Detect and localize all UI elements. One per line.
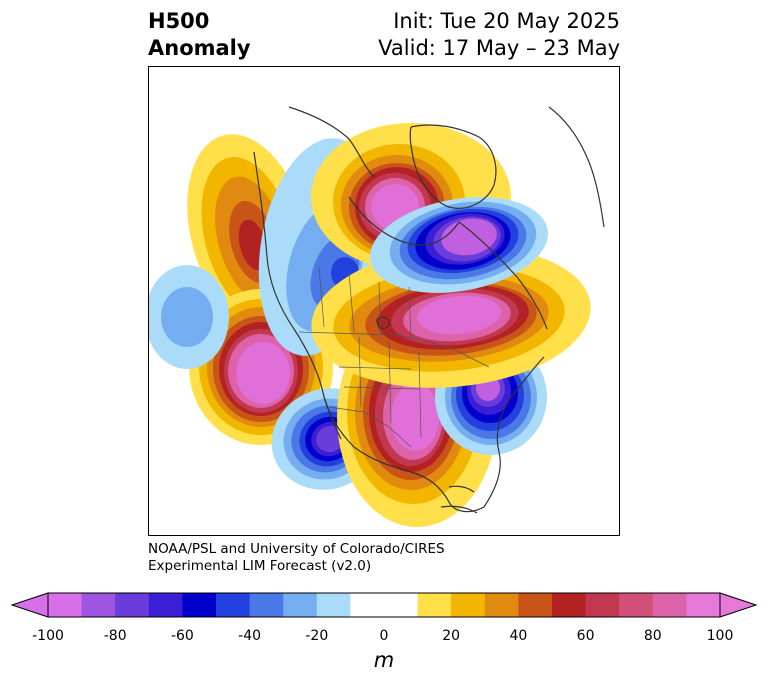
colorbar-segment (48, 593, 83, 617)
coastline-arctic (288, 106, 375, 178)
coastline-gulf-of-mexico (353, 446, 485, 513)
colorbar-segment (518, 593, 553, 617)
anomaly-low-pacific (149, 265, 229, 369)
colorbar-segment (148, 593, 183, 617)
colorbar-tick-label: 20 (442, 628, 461, 644)
colorbar-segment (552, 593, 587, 617)
colorbar-segment (182, 593, 217, 617)
credit-line-2: Experimental LIM Forecast (v2.0) (148, 558, 372, 574)
colorbar-extend-min (10, 592, 49, 618)
valid-range: Valid: 17 May – 23 May (378, 36, 620, 60)
colorbar-segment (417, 593, 452, 617)
colorbar-segment (619, 593, 654, 617)
coastline-greenland (409, 124, 497, 209)
title-line-2: Anomaly (148, 36, 251, 60)
credit-text: NOAA/PSL and University of Colorado/CIRE… (148, 541, 445, 575)
colorbar-segment (451, 593, 486, 617)
anomaly-low-hudson (370, 197, 548, 293)
colorbar-tick-label: -20 (305, 628, 329, 644)
coastline-great-lakes (376, 316, 390, 329)
colorbar-segment (316, 593, 351, 617)
colorbar-segment (249, 593, 284, 617)
colorbar-svg (10, 592, 758, 618)
colorbar-tick-label: 40 (509, 628, 528, 644)
border-us-states (338, 336, 422, 438)
colorbar-tick-label: -100 (32, 628, 64, 644)
coastline-europe (548, 106, 605, 228)
coastline-cuba (440, 505, 478, 514)
title-line-1: H500 (148, 9, 210, 33)
colorbar-segment (283, 593, 318, 617)
border-us-mexico (328, 406, 412, 448)
anomaly-contours (149, 123, 591, 527)
colorbar-segment (652, 593, 687, 617)
credit-line-1: NOAA/PSL and University of Colorado/CIRE… (148, 541, 445, 557)
colorbar-segment (384, 593, 419, 617)
colorbar-segment (686, 593, 721, 617)
coastline-east (483, 356, 545, 508)
coastlines (253, 106, 605, 514)
colorbar-segment (115, 593, 150, 617)
coastline-hudson-bay (348, 196, 460, 246)
colorbar-tick-label: -60 (170, 628, 194, 644)
colorbar-extend-max (719, 592, 758, 618)
colorbar-segment (216, 593, 251, 617)
anomaly-map (148, 66, 620, 536)
colorbar-tick-label: -80 (103, 628, 127, 644)
colorbar (0, 586, 768, 646)
border-us-canada (298, 331, 490, 368)
colorbar-tick-label: -40 (238, 628, 262, 644)
coastline-caribbean (448, 485, 475, 493)
colorbar-outline (47, 592, 721, 618)
colorbar-segment (585, 593, 620, 617)
colorbar-segment (484, 593, 519, 617)
colorbar-unit: m (373, 648, 395, 672)
init-date: Init: Tue 20 May 2025 (393, 9, 620, 33)
forecast-dates: Init: Tue 20 May 2025 Valid: 17 May – 23… (378, 8, 620, 62)
anomaly-map-svg (149, 106, 605, 527)
colorbar-tick-label: 0 (379, 628, 389, 644)
anomaly-high-greenland (311, 246, 591, 388)
colorbar-segment (350, 593, 385, 617)
colorbar-tick-label: 80 (643, 628, 662, 644)
chart-title: H500 Anomaly (148, 8, 251, 62)
coastline-labrador (458, 221, 548, 330)
borders (298, 266, 490, 448)
coastline-baja (323, 396, 342, 440)
colorbar-tick-label: 100 (706, 628, 734, 644)
colorbar-tick-label: 60 (576, 628, 595, 644)
border-canada-provinces (318, 266, 412, 338)
colorbar-segment (81, 593, 116, 617)
